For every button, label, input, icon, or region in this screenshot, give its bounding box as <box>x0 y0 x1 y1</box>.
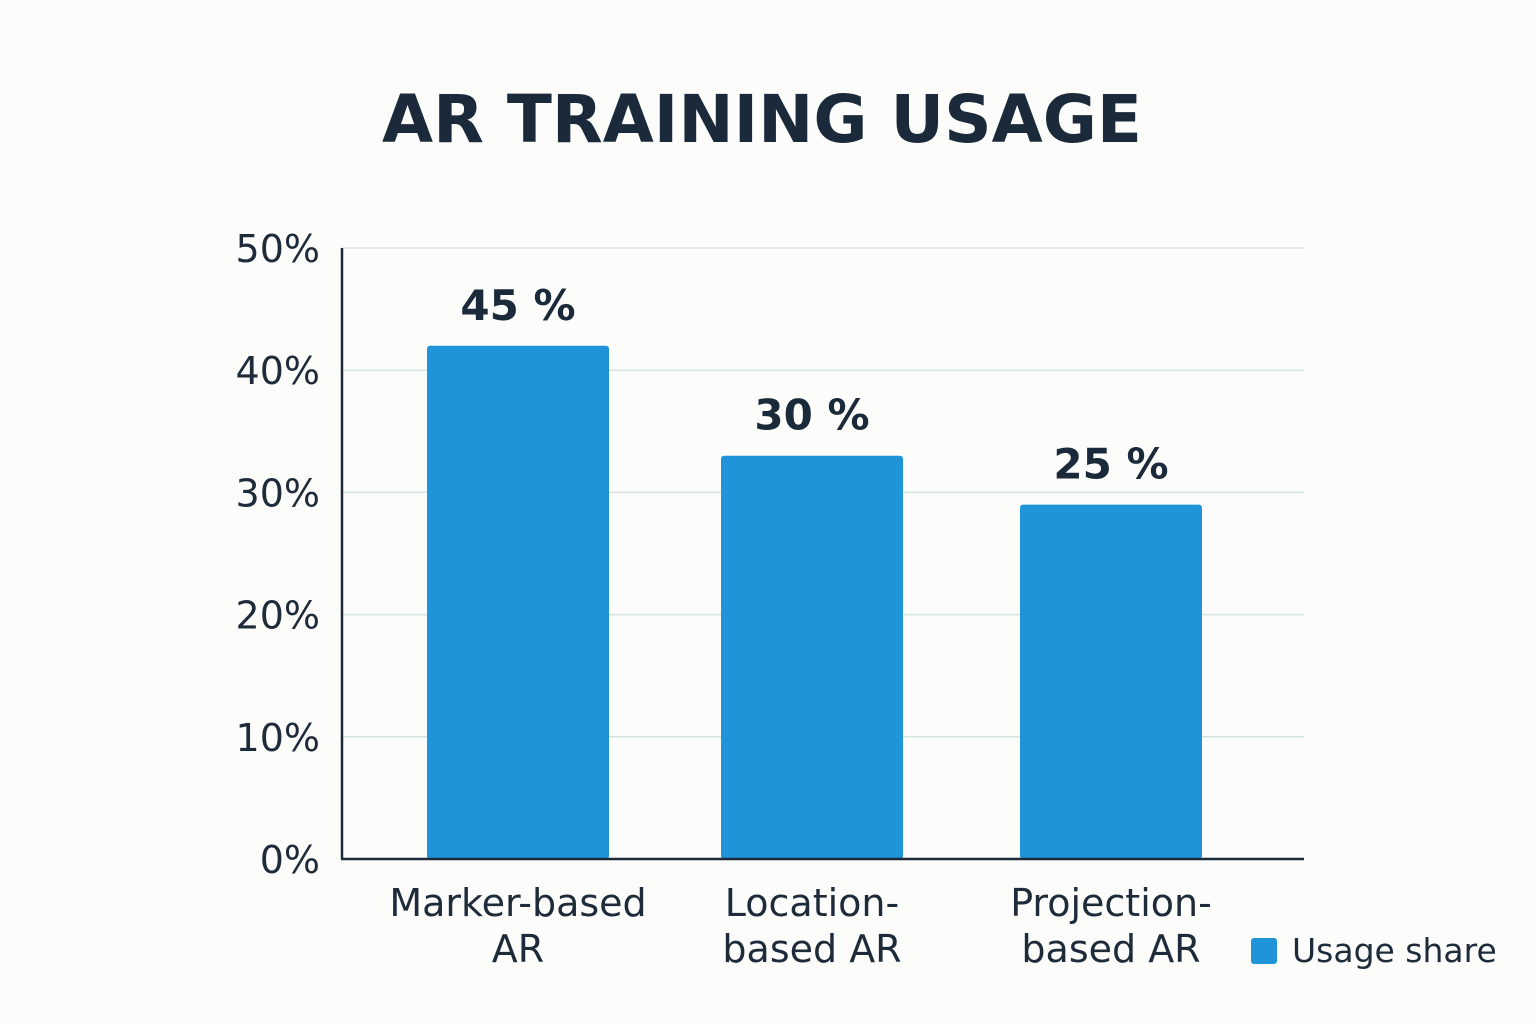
legend-swatch <box>1251 938 1277 964</box>
legend: Usage share <box>1251 931 1497 970</box>
y-tick-label: 20% <box>236 594 320 638</box>
bar <box>721 455 903 859</box>
y-tick-label: 50% <box>236 227 320 271</box>
axes <box>340 248 1304 861</box>
x-tick-label-line: based AR <box>1021 927 1200 971</box>
legend-label: Usage share <box>1292 931 1497 970</box>
y-tick-label: 30% <box>236 471 320 515</box>
y-axis-ticks: 0% 10% 20% 30% 40% 50% <box>236 227 320 882</box>
bar <box>1020 504 1202 859</box>
data-label: 25 % <box>1053 440 1168 489</box>
x-tick-label: Location-based AR <box>722 881 901 971</box>
chart-title: AR TRAINING USAGE <box>382 81 1142 158</box>
y-tick-label: 10% <box>236 716 320 760</box>
x-tick-label-line: Projection- <box>1010 881 1212 925</box>
data-label: 45 % <box>460 281 575 330</box>
bars <box>427 345 1202 859</box>
x-tick-label-line: Location- <box>725 881 899 925</box>
y-tick-label: 0% <box>260 838 320 882</box>
x-tick-label-line: AR <box>492 927 544 971</box>
data-label: 30 % <box>754 391 869 440</box>
x-tick-label-line: based AR <box>722 927 901 971</box>
x-tick-label: Projection-based AR <box>1010 881 1212 971</box>
x-tick-label: Marker-based AR <box>389 881 646 971</box>
x-tick-label-line: Marker-based <box>389 881 646 925</box>
y-tick-label: 40% <box>236 349 320 393</box>
bar <box>427 345 609 859</box>
data-labels: 45 % 30 % 25 % <box>460 281 1168 489</box>
